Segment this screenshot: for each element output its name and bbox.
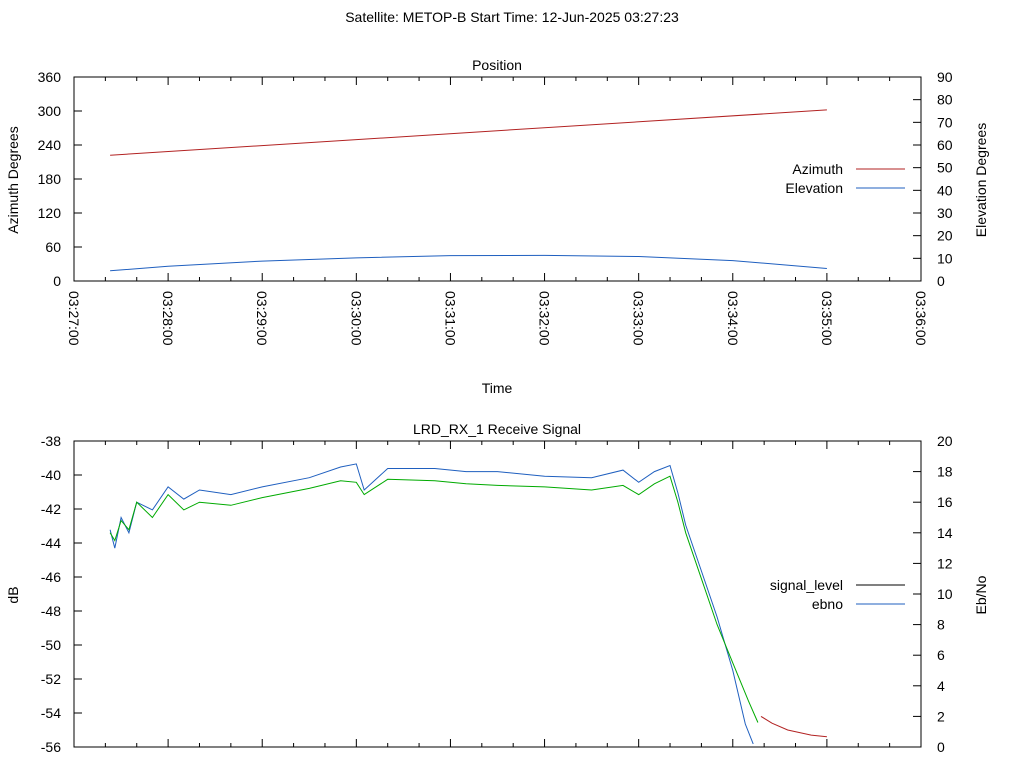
signal-chart-title: LRD_RX_1 Receive Signal bbox=[413, 421, 581, 437]
y-tick-label: 0 bbox=[53, 273, 61, 289]
y-tick-label: -44 bbox=[41, 535, 61, 551]
position-y2-axis: 0 10 20 30 40 50 60 70 80 90 bbox=[913, 69, 953, 289]
x-tick-label: 03:31:00 bbox=[442, 291, 458, 346]
y-tick-label: 180 bbox=[38, 171, 62, 187]
y2-tick-label: 2 bbox=[937, 708, 945, 724]
y2-tick-label: 80 bbox=[937, 92, 953, 108]
position-legend: Azimuth Elevation bbox=[785, 161, 905, 196]
series-line-ebno bbox=[109, 463, 754, 745]
y-tick-label: -56 bbox=[41, 739, 61, 755]
legend-label-azimuth: Azimuth bbox=[792, 161, 843, 177]
signal-chart: LRD_RX_1 Receive Signal -38-40-42-44-46-… bbox=[5, 421, 989, 755]
y2-tick-label: 18 bbox=[937, 464, 953, 480]
x-tick-label: 03:36:00 bbox=[913, 291, 929, 346]
y-tick-label: -52 bbox=[41, 671, 61, 687]
y2-tick-label: 60 bbox=[937, 137, 953, 153]
y-tick-label: -46 bbox=[41, 569, 61, 585]
y-tick-label: -54 bbox=[41, 705, 61, 721]
series-line-signal-level bbox=[760, 715, 827, 738]
y-tick-label: 300 bbox=[38, 103, 62, 119]
series-line-elevation bbox=[110, 254, 827, 272]
signal-x-axis bbox=[73, 441, 922, 747]
position-plot-frame bbox=[73, 76, 922, 282]
y-tick-label: 360 bbox=[38, 69, 62, 85]
position-series bbox=[110, 109, 827, 272]
position-chart: Position 0 60 120 180 240 300 360 0 10 20 30 40 50 6… bbox=[5, 57, 989, 396]
x-tick-label: 03:27:00 bbox=[66, 291, 82, 346]
y2-tick-label: 16 bbox=[937, 494, 953, 510]
position-y-axis: 0 60 120 180 240 300 360 bbox=[38, 69, 82, 289]
series-line-azimuth bbox=[110, 109, 827, 156]
y-tick-label: -48 bbox=[41, 603, 61, 619]
y-tick-label: -40 bbox=[41, 467, 61, 483]
x-tick-label: 03:30:00 bbox=[348, 291, 364, 346]
y2-tick-label: 4 bbox=[937, 678, 945, 694]
legend-label-elevation: Elevation bbox=[785, 180, 843, 196]
y2-tick-label: 70 bbox=[937, 114, 953, 130]
y-tick-label: -38 bbox=[41, 433, 61, 449]
y2-tick-label: 30 bbox=[937, 205, 953, 221]
x-tick-label: 03:29:00 bbox=[254, 291, 270, 346]
x-tick-label: 03:33:00 bbox=[631, 291, 647, 346]
y2-tick-label: 10 bbox=[937, 586, 953, 602]
y-tick-label: -42 bbox=[41, 501, 61, 517]
y2-tick-label: 50 bbox=[937, 160, 953, 176]
figure-title: Satellite: METOP-B Start Time: 12-Jun-20… bbox=[345, 9, 679, 25]
x-tick-label: 03:28:00 bbox=[160, 291, 176, 346]
y2-tick-label: 20 bbox=[937, 228, 953, 244]
signal-y2-label: Eb/No bbox=[973, 575, 989, 614]
signal-legend: signal_level ebno bbox=[770, 577, 905, 612]
x-tick-label: 03:32:00 bbox=[537, 291, 553, 346]
y-tick-label: 60 bbox=[45, 239, 61, 255]
signal-y2-axis: 0 2 4 6 8 10 12 14 16 18 20 bbox=[913, 433, 953, 755]
y2-tick-label: 0 bbox=[937, 273, 945, 289]
y2-tick-label: 90 bbox=[937, 69, 953, 85]
y-tick-label: 240 bbox=[38, 137, 62, 153]
signal-plot-frame bbox=[73, 440, 922, 748]
y2-tick-label: 14 bbox=[937, 525, 953, 541]
y2-tick-label: 0 bbox=[937, 739, 945, 755]
position-y2-label: Elevation Degrees bbox=[973, 123, 989, 237]
series-line-green-trace bbox=[109, 475, 759, 723]
legend-label-ebno: ebno bbox=[812, 596, 843, 612]
y2-tick-label: 12 bbox=[937, 555, 953, 571]
x-tick-label: 03:35:00 bbox=[819, 291, 835, 346]
y2-tick-label: 20 bbox=[937, 433, 953, 449]
signal-y-label: dB bbox=[5, 586, 21, 603]
y2-tick-label: 8 bbox=[937, 617, 945, 633]
y-tick-label: 120 bbox=[38, 205, 62, 221]
position-y-label: Azimuth Degrees bbox=[5, 126, 21, 233]
y2-tick-label: 6 bbox=[937, 647, 945, 663]
legend-label-signal-level: signal_level bbox=[770, 577, 843, 593]
y2-tick-label: 10 bbox=[937, 250, 953, 266]
y2-tick-label: 40 bbox=[937, 182, 953, 198]
x-tick-label: 03:34:00 bbox=[725, 291, 741, 346]
position-x-label: Time bbox=[482, 380, 513, 396]
signal-series bbox=[109, 463, 827, 745]
signal-y-axis: -38 -40 -42 -44 -46 -48 -50 -52 -54 -56 bbox=[41, 433, 82, 755]
position-chart-title: Position bbox=[472, 57, 522, 73]
y-tick-label: -50 bbox=[41, 637, 61, 653]
position-x-axis: 03:27:00 03:28:00 03:29:00 03:30:00 03:31:00… bbox=[66, 77, 929, 346]
